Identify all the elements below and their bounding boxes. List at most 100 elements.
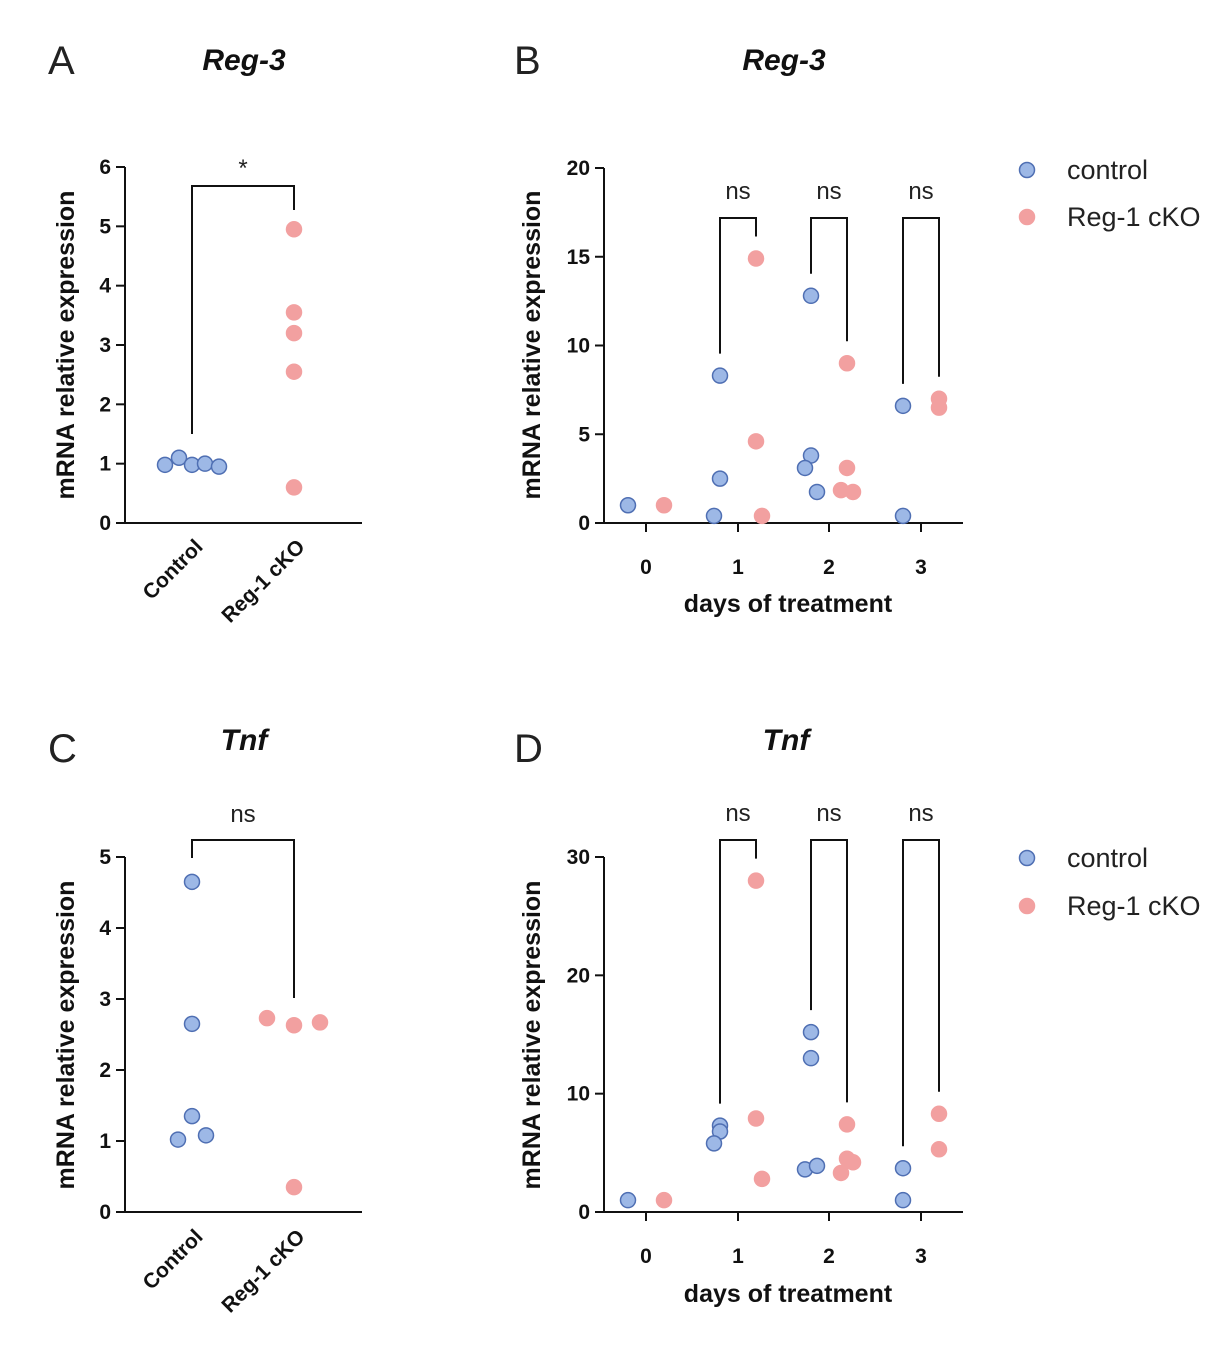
y-tick-label: 5 xyxy=(99,215,111,238)
data-point-control xyxy=(156,456,174,474)
data-point-cko xyxy=(832,1164,850,1182)
data-point-control xyxy=(619,1191,637,1209)
data-point-control xyxy=(802,287,820,305)
data-point-control xyxy=(894,1159,912,1177)
significance-label: ns xyxy=(725,178,750,205)
y-tick-label: 3 xyxy=(99,334,111,357)
x-ticks: 0 1 2 3 xyxy=(640,1212,927,1268)
data-point-cko xyxy=(844,1154,862,1171)
y-axis-label: mRNA relative expression xyxy=(518,191,546,500)
x-tick-label: Control xyxy=(138,535,207,604)
y-axis-label: mRNA relative expression xyxy=(518,881,546,1190)
x-tick-label: 1 xyxy=(732,1245,744,1268)
significance-bracket xyxy=(191,185,295,434)
data-point-cko xyxy=(832,481,850,499)
data-point-cko xyxy=(285,1178,303,1196)
significance-label: ns xyxy=(816,178,841,205)
significance-bracket xyxy=(902,839,940,1147)
legend-marker-control xyxy=(1018,849,1036,867)
y-tick-label: 20 xyxy=(567,157,590,180)
panel-b: B Reg-3 mRNA relative expression 0510152… xyxy=(514,39,963,618)
data-point-cko xyxy=(838,1116,856,1133)
x-tick-label: Reg-1 cKO xyxy=(217,535,309,627)
y-ticks: 0 5 10 15 20 xyxy=(567,157,604,535)
panel-a: A Reg-3 mRNA relative expression 0 1 2 3 4 5 6… xyxy=(48,39,362,627)
data-point-cko xyxy=(258,1009,276,1027)
x-axis-label: days of treatment xyxy=(684,1280,893,1308)
legend-label-control: control xyxy=(1067,843,1148,873)
data-point-control xyxy=(711,470,729,487)
data-point-cko xyxy=(747,1110,765,1127)
data-point-cko xyxy=(753,1170,771,1188)
y-tick-label: 10 xyxy=(567,1083,590,1106)
panel-letter: B xyxy=(514,39,541,83)
data-point-cko xyxy=(655,1191,673,1209)
legend-marker-control xyxy=(1018,161,1036,179)
x-tick-label: 2 xyxy=(823,556,835,579)
significance-label: ns xyxy=(816,800,841,827)
y-tick-label: 5 xyxy=(578,423,590,446)
y-axis-label: mRNA relative expression xyxy=(52,881,80,1190)
x-category-labels: Control Reg-1 cKO xyxy=(138,535,309,627)
y-tick-label: 10 xyxy=(567,335,590,358)
y-tick-label: 15 xyxy=(567,246,591,269)
significance-bracket xyxy=(191,839,295,998)
y-tick-label: 0 xyxy=(99,1201,111,1224)
x-category-labels: Control Reg-1 cKO xyxy=(138,1225,309,1317)
significance-label: ns xyxy=(230,801,255,828)
y-axis-label: mRNA relative expression xyxy=(52,191,80,500)
significance-bracket xyxy=(719,839,757,1104)
x-tick-label: 2 xyxy=(823,1245,835,1268)
data-point-cko xyxy=(285,221,303,238)
data-point-control xyxy=(705,1135,723,1152)
legend-marker-cko xyxy=(1018,208,1036,226)
y-tick-label: 4 xyxy=(99,275,111,298)
x-tick-label: 3 xyxy=(915,1245,927,1268)
y-tick-label: 30 xyxy=(567,846,590,869)
panel-title: Tnf xyxy=(763,724,813,757)
panel-title: Reg-3 xyxy=(202,44,286,77)
panel-title: Reg-3 xyxy=(742,44,826,77)
legend: control Reg-1 cKO xyxy=(1018,843,1201,921)
data-point-control xyxy=(802,1049,820,1067)
data-points xyxy=(169,873,329,1196)
data-point-control xyxy=(796,459,814,477)
significance-bracket xyxy=(719,217,757,354)
panel-title: Tnf xyxy=(221,724,271,757)
data-point-cko xyxy=(838,459,856,477)
data-point-control xyxy=(894,1191,912,1209)
data-points xyxy=(619,872,948,1209)
significance-bracket xyxy=(902,217,940,384)
legend-marker-cko xyxy=(1018,897,1036,915)
data-points xyxy=(619,250,948,525)
panel-letter: C xyxy=(48,727,77,771)
data-point-control xyxy=(197,1127,215,1144)
y-tick-label: 0 xyxy=(578,1201,590,1224)
data-point-cko xyxy=(747,433,765,450)
data-point-control xyxy=(808,483,826,501)
y-ticks: 0 10 20 30 xyxy=(567,846,604,1224)
data-point-cko xyxy=(838,355,856,372)
data-point-cko xyxy=(655,497,673,514)
data-point-cko xyxy=(311,1014,329,1031)
y-tick-label: 20 xyxy=(567,964,590,987)
data-points xyxy=(156,221,303,496)
y-ticks: 0 1 2 3 4 5 6 xyxy=(99,156,125,535)
data-point-cko xyxy=(285,363,303,380)
y-tick-label: 1 xyxy=(99,453,111,476)
data-point-control xyxy=(619,497,637,514)
data-point-control xyxy=(170,449,188,466)
data-point-cko xyxy=(753,507,771,525)
data-point-cko xyxy=(930,1141,948,1158)
legend-label-cko: Reg-1 cKO xyxy=(1067,891,1201,921)
data-point-control xyxy=(705,507,723,525)
y-tick-label: 3 xyxy=(99,988,111,1011)
y-tick-label: 4 xyxy=(99,917,111,940)
significance-bracket xyxy=(810,217,848,342)
panel-letter: A xyxy=(48,39,75,83)
data-point-control xyxy=(210,458,228,475)
data-point-control xyxy=(894,397,912,415)
y-tick-label: 5 xyxy=(99,846,111,869)
